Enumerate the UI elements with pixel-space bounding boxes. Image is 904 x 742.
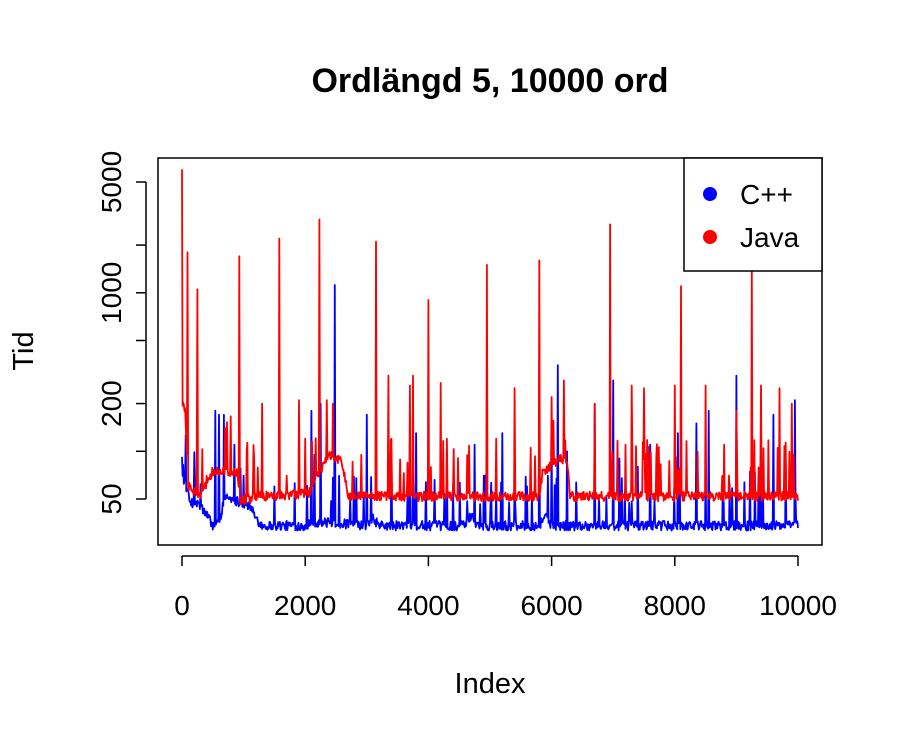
y-tick-label: 50: [96, 483, 127, 514]
x-tick-label: 8000: [644, 590, 706, 621]
x-tick-label: 0: [174, 590, 190, 621]
x-tick-label: 4000: [397, 590, 459, 621]
series-line-cpp: [181, 284, 799, 532]
legend-box: [683, 157, 823, 272]
legend-label: Java: [740, 222, 800, 253]
series-layer: [181, 169, 799, 532]
y-axis-label: Tid: [8, 331, 40, 370]
legend-label: C++: [740, 179, 793, 210]
x-tick-label: 2000: [274, 590, 336, 621]
legend: C++ Java: [683, 157, 823, 272]
y-axis: 50 200 1000 5000: [96, 151, 147, 515]
x-axis-label: Index: [455, 668, 526, 700]
legend-swatch: [703, 230, 717, 244]
x-tick-label: 10000: [759, 590, 837, 621]
y-tick-label: 1000: [96, 262, 127, 324]
chart-title: Ordlängd 5, 10000 ord: [311, 62, 668, 100]
series-line-java: [181, 169, 799, 505]
y-tick-label: 5000: [96, 151, 127, 213]
x-tick-label: 6000: [520, 590, 582, 621]
legend-swatch: [703, 187, 717, 201]
plot-frame: [157, 157, 823, 546]
x-axis: 0 2000 4000 6000 8000 10000: [174, 555, 837, 621]
y-tick-label: 200: [96, 380, 127, 427]
